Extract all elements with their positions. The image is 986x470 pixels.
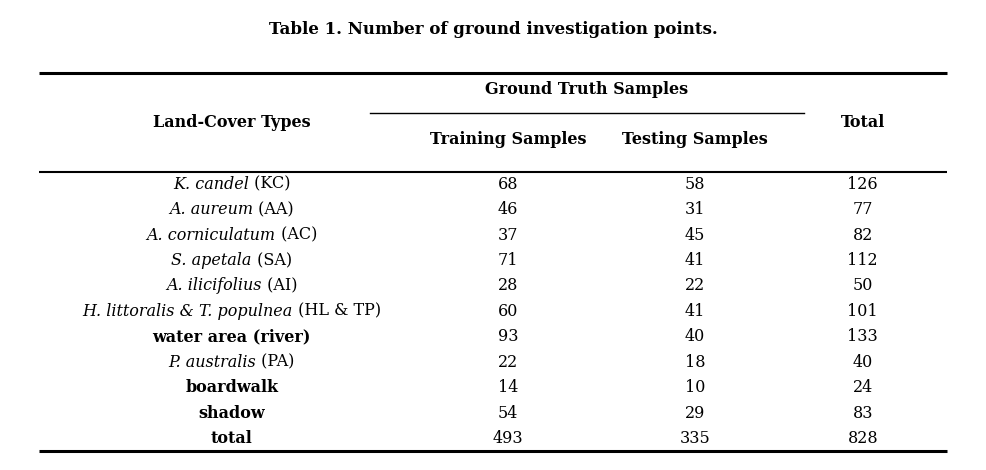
Text: (AA): (AA) (253, 201, 294, 218)
Text: 60: 60 (498, 303, 518, 320)
Text: S. apetala: S. apetala (172, 252, 251, 269)
Text: 126: 126 (847, 176, 879, 193)
Text: 71: 71 (498, 252, 518, 269)
Text: 40: 40 (685, 329, 705, 345)
Text: 82: 82 (853, 227, 873, 243)
Text: H. littoralis & T. populnea: H. littoralis & T. populnea (83, 303, 293, 320)
Text: 83: 83 (853, 405, 873, 422)
Text: 41: 41 (685, 303, 705, 320)
Text: 18: 18 (685, 354, 705, 371)
Text: (PA): (PA) (256, 354, 295, 371)
Text: 58: 58 (685, 176, 705, 193)
Text: 68: 68 (498, 176, 518, 193)
Text: 29: 29 (685, 405, 705, 422)
Text: 14: 14 (498, 379, 518, 396)
Text: Total: Total (841, 114, 884, 131)
Text: P. australis: P. australis (169, 354, 256, 371)
Text: shadow: shadow (198, 405, 265, 422)
Text: 335: 335 (679, 430, 711, 447)
Text: (AI): (AI) (261, 277, 297, 294)
Text: 31: 31 (685, 201, 705, 218)
Text: (KC): (KC) (248, 176, 291, 193)
Text: 24: 24 (853, 379, 873, 396)
Text: 41: 41 (685, 252, 705, 269)
Text: A. aureum: A. aureum (170, 201, 253, 218)
Text: boardwalk: boardwalk (185, 379, 278, 396)
Text: 54: 54 (498, 405, 518, 422)
Text: 45: 45 (685, 227, 705, 243)
Text: total: total (211, 430, 252, 447)
Text: 22: 22 (685, 277, 705, 294)
Text: water area (river): water area (river) (153, 329, 311, 345)
Text: 46: 46 (498, 201, 518, 218)
Text: 133: 133 (847, 329, 879, 345)
Text: 77: 77 (853, 201, 873, 218)
Text: A. corniculatum: A. corniculatum (147, 227, 275, 243)
Text: 40: 40 (853, 354, 873, 371)
Text: 10: 10 (685, 379, 705, 396)
Text: (SA): (SA) (251, 252, 292, 269)
Text: 22: 22 (498, 354, 518, 371)
Text: Land-Cover Types: Land-Cover Types (153, 114, 311, 131)
Text: Testing Samples: Testing Samples (622, 131, 768, 149)
Text: Table 1. Number of ground investigation points.: Table 1. Number of ground investigation … (268, 21, 718, 38)
Text: 37: 37 (498, 227, 518, 243)
Text: 101: 101 (847, 303, 879, 320)
Text: A. ilicifolius: A. ilicifolius (167, 277, 261, 294)
Text: 50: 50 (853, 277, 873, 294)
Text: K. candel: K. candel (173, 176, 248, 193)
Text: (HL & TP): (HL & TP) (293, 303, 381, 320)
Text: 828: 828 (847, 430, 879, 447)
Text: Ground Truth Samples: Ground Truth Samples (485, 80, 688, 98)
Text: 493: 493 (492, 430, 524, 447)
Text: 112: 112 (847, 252, 879, 269)
Text: 28: 28 (498, 277, 518, 294)
Text: 93: 93 (498, 329, 518, 345)
Text: Training Samples: Training Samples (430, 131, 586, 149)
Text: (AC): (AC) (275, 227, 317, 243)
